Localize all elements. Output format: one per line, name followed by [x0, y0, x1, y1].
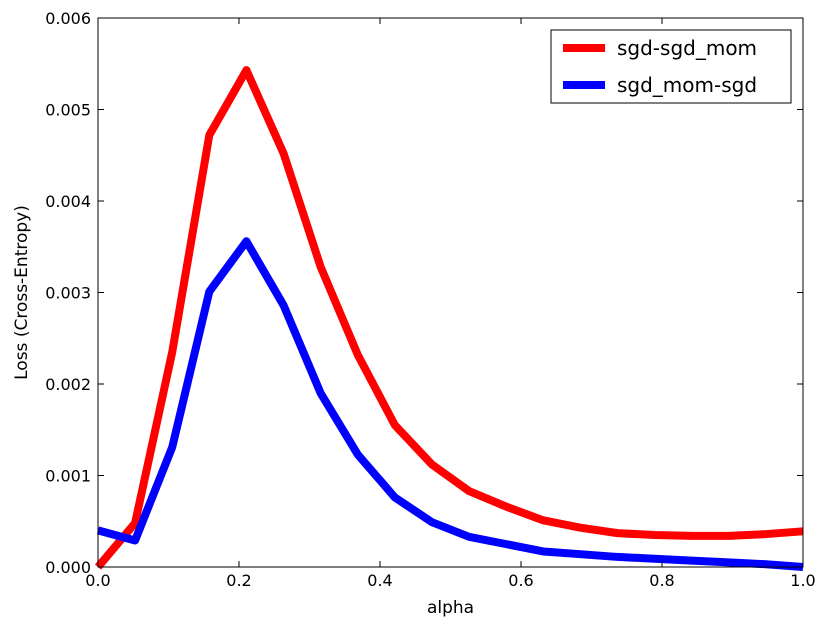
x-tick-label: 0.4 — [367, 571, 392, 590]
legend-box — [550, 29, 792, 104]
y-axis-label: Loss (Cross-Entropy) — [12, 205, 32, 380]
y-tick-label: 0.000 — [45, 558, 91, 577]
x-tick-label: 1.0 — [790, 571, 815, 590]
x-axis-label: alpha — [427, 598, 474, 618]
y-tick-label: 0.004 — [45, 192, 91, 211]
series-line-sgd-sgd-mom — [94, 66, 804, 570]
x-tick-label: 0.2 — [226, 571, 251, 590]
y-tick-label: 0.002 — [45, 375, 91, 394]
x-tick-label: 0.6 — [508, 571, 533, 590]
y-tick-label: 0.006 — [45, 9, 91, 28]
y-tick-label: 0.003 — [45, 284, 91, 303]
y-tick-label: 0.005 — [45, 101, 91, 120]
ticks-layer: 0.0 0.2 0.4 0.6 0.8 1.0 0.000 0.001 0.002 0.003 0.… — [45, 9, 816, 590]
y-tick-label: 0.001 — [45, 467, 91, 486]
legend: sgd-sgd_mom sgd_mom-sgd — [550, 29, 792, 104]
series-line-sgd-mom-sgd — [96, 237, 804, 571]
x-tick-label: 0.8 — [649, 571, 674, 590]
series-layer — [94, 66, 804, 571]
x-tick-label: 0.0 — [85, 571, 110, 590]
legend-label-sgd-mom-sgd: sgd_mom-sgd — [617, 73, 757, 97]
legend-label-sgd-sgd-mom: sgd-sgd_mom — [617, 36, 757, 60]
